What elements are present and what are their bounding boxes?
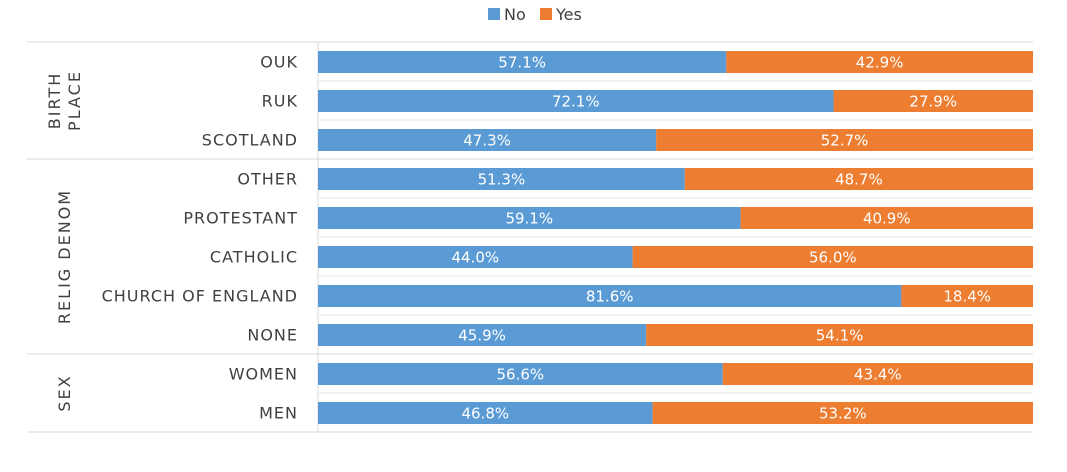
data-label: 52.7% xyxy=(821,132,869,150)
data-label: 46.8% xyxy=(461,405,509,423)
category-label: NONE xyxy=(247,326,298,345)
grid-lines xyxy=(27,41,1033,433)
group-label: RELIG DENOM xyxy=(55,189,74,324)
data-label: 81.6% xyxy=(586,288,634,306)
data-label: 47.3% xyxy=(463,132,511,150)
group-label-line: BIRTH xyxy=(45,72,64,129)
data-label: 72.1% xyxy=(552,93,600,111)
bar-no xyxy=(318,246,633,268)
group-label-line: RELIG DENOM xyxy=(55,189,74,324)
bar-no xyxy=(318,168,685,190)
bar-yes xyxy=(722,363,1033,385)
category-label: CATHOLIC xyxy=(210,248,298,267)
category-labels: OUK RUK SCOTLAND BIRTH PLACE OTHER PROTESTANT C… xyxy=(45,53,298,423)
bar-yes xyxy=(646,324,1033,346)
category-label: OTHER xyxy=(237,170,298,189)
bar-yes xyxy=(652,402,1033,424)
data-label: 43.4% xyxy=(854,366,902,384)
bar-yes xyxy=(656,129,1033,151)
group-label-line: SEX xyxy=(55,374,74,411)
bar-no xyxy=(318,363,723,385)
bar-no xyxy=(318,402,653,424)
data-label: 51.3% xyxy=(478,171,526,189)
data-label: 48.7% xyxy=(835,171,883,189)
bar-yes xyxy=(632,246,1033,268)
data-label: 40.9% xyxy=(863,210,911,228)
data-label: 54.1% xyxy=(816,327,864,345)
bars: 57.1% 42.9% 72.1% 27.9% 47.3% 52.7% 51.3% 48.7%… xyxy=(318,51,1033,424)
legend-label: Yes xyxy=(555,5,582,24)
bar-yes xyxy=(833,90,1033,112)
legend-item-yes: Yes xyxy=(540,5,582,24)
data-label: 59.1% xyxy=(505,210,553,228)
bar-yes xyxy=(740,207,1033,229)
bar-no xyxy=(318,51,727,73)
data-label: 42.9% xyxy=(856,54,904,72)
data-label: 53.2% xyxy=(819,405,867,423)
data-label: 56.0% xyxy=(809,249,857,267)
data-label: 56.6% xyxy=(497,366,545,384)
category-label: WOMEN xyxy=(229,365,298,384)
legend-swatch xyxy=(488,8,500,20)
bar-yes xyxy=(726,51,1033,73)
legend: No Yes xyxy=(488,5,582,24)
bar-no xyxy=(318,207,741,229)
bar-no xyxy=(318,285,902,307)
legend-swatch xyxy=(540,8,552,20)
category-label: SCOTLAND xyxy=(202,131,298,150)
category-label: PROTESTANT xyxy=(183,209,298,228)
group-label: BIRTH PLACE xyxy=(45,70,84,131)
bar-yes xyxy=(901,285,1033,307)
data-label: 18.4% xyxy=(943,288,991,306)
category-label: MEN xyxy=(259,404,298,423)
data-label: 27.9% xyxy=(909,93,957,111)
group-label: SEX xyxy=(55,374,74,411)
data-label: 44.0% xyxy=(451,249,499,267)
group-label-line: PLACE xyxy=(65,70,84,131)
data-label: 45.9% xyxy=(458,327,506,345)
category-label: CHURCH OF ENGLAND xyxy=(102,287,298,306)
data-label: 57.1% xyxy=(498,54,546,72)
bar-yes xyxy=(684,168,1033,190)
category-label: RUK xyxy=(262,92,298,111)
bar-no xyxy=(318,129,657,151)
legend-item-no: No xyxy=(488,5,526,24)
bar-no xyxy=(318,324,647,346)
bar-no xyxy=(318,90,834,112)
category-label: OUK xyxy=(260,53,298,72)
legend-label: No xyxy=(504,5,526,24)
